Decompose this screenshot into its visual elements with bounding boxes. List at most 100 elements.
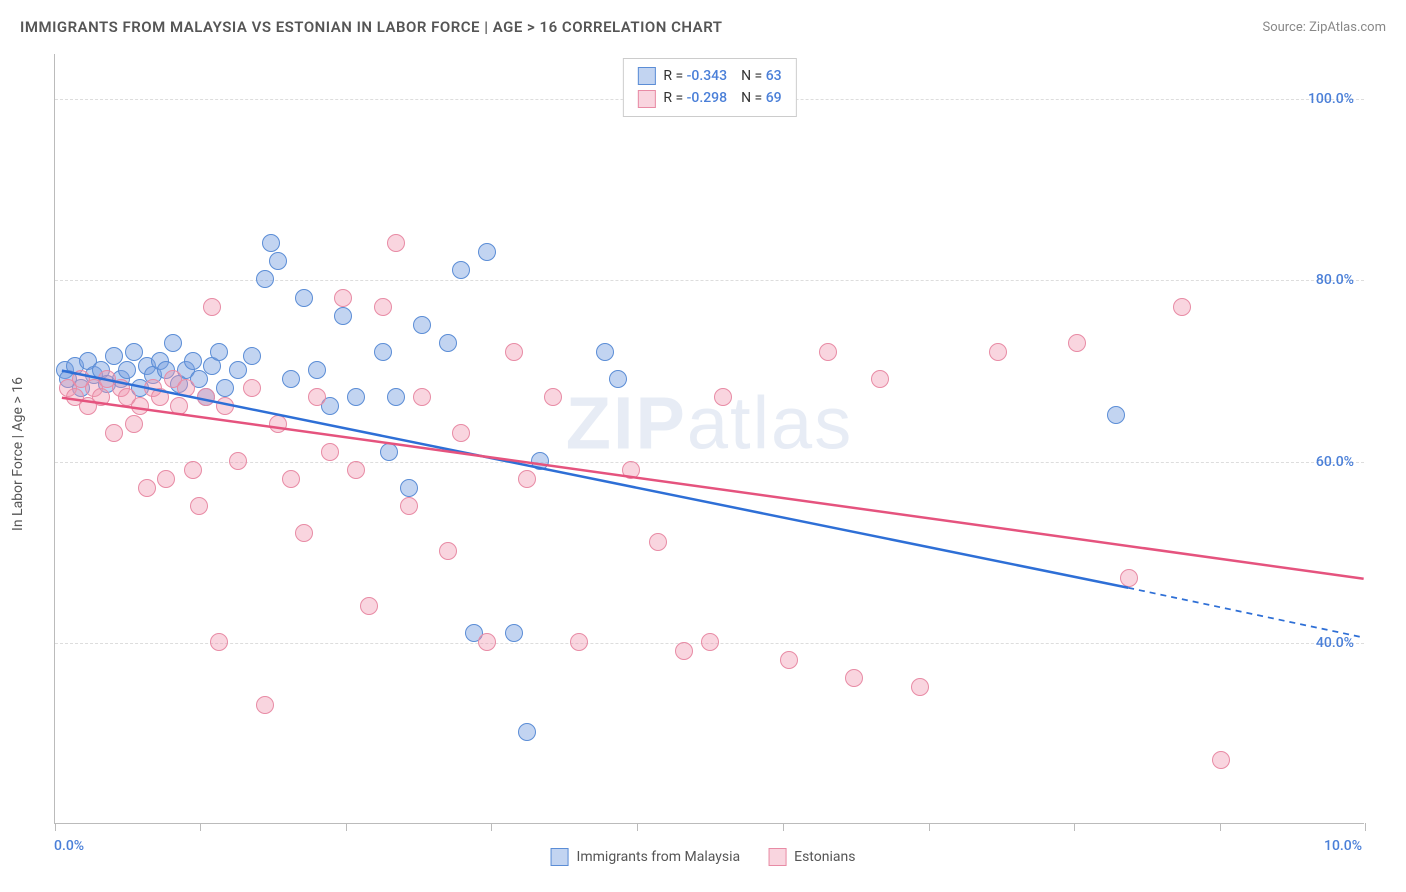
scatter-point xyxy=(374,343,392,361)
scatter-point xyxy=(374,298,392,316)
scatter-point xyxy=(269,252,287,270)
scatter-point xyxy=(1107,406,1125,424)
scatter-point xyxy=(518,723,536,741)
x-tick-label: 10.0% xyxy=(1324,838,1362,854)
scatter-point xyxy=(105,424,123,442)
legend-stats-text: R = -0.343N = 63 xyxy=(663,65,781,87)
scatter-point xyxy=(229,361,247,379)
scatter-point xyxy=(92,388,110,406)
x-tick xyxy=(1074,823,1075,831)
scatter-point xyxy=(1212,751,1230,769)
scatter-point xyxy=(452,261,470,279)
source-label: Source: ZipAtlas.com xyxy=(1262,20,1386,35)
scatter-point xyxy=(203,298,221,316)
scatter-point xyxy=(347,461,365,479)
scatter-point xyxy=(413,316,431,334)
scatter-point xyxy=(400,497,418,515)
scatter-point xyxy=(819,343,837,361)
scatter-point xyxy=(216,379,234,397)
scatter-point xyxy=(157,470,175,488)
scatter-point xyxy=(1068,334,1086,352)
legend-stats-row: R = -0.343N = 63 xyxy=(637,65,781,87)
scatter-point xyxy=(210,343,228,361)
scatter-point xyxy=(505,343,523,361)
scatter-point xyxy=(400,479,418,497)
legend-swatch xyxy=(551,848,569,866)
legend-swatch xyxy=(768,848,786,866)
scatter-point xyxy=(295,289,313,307)
scatter-point xyxy=(138,479,156,497)
legend-label: Immigrants from Malaysia xyxy=(577,849,741,865)
gridline xyxy=(55,462,1364,463)
scatter-point xyxy=(295,524,313,542)
scatter-point xyxy=(701,633,719,651)
scatter-point xyxy=(989,343,1007,361)
x-tick xyxy=(929,823,930,831)
scatter-point xyxy=(243,379,261,397)
scatter-point xyxy=(570,633,588,651)
scatter-point xyxy=(334,307,352,325)
y-axis-label: In Labor Force | Age > 16 xyxy=(10,377,26,531)
legend-stats-box: R = -0.343N = 63R = -0.298N = 69 xyxy=(622,58,796,117)
scatter-point xyxy=(380,443,398,461)
scatter-point xyxy=(118,361,136,379)
scatter-point xyxy=(413,388,431,406)
x-tick xyxy=(1220,823,1221,831)
gridline xyxy=(55,280,1364,281)
scatter-point xyxy=(177,379,195,397)
x-tick-label: 0.0% xyxy=(54,838,84,854)
scatter-point xyxy=(845,669,863,687)
scatter-point xyxy=(478,243,496,261)
scatter-point xyxy=(675,642,693,660)
y-tick-label: 60.0% xyxy=(1316,454,1354,470)
x-tick xyxy=(1365,823,1366,831)
scatter-point xyxy=(256,696,274,714)
scatter-point xyxy=(347,388,365,406)
scatter-point xyxy=(190,497,208,515)
scatter-point xyxy=(216,397,234,415)
scatter-point xyxy=(243,347,261,365)
scatter-point xyxy=(282,470,300,488)
scatter-point xyxy=(531,452,549,470)
scatter-point xyxy=(282,370,300,388)
scatter-point xyxy=(871,370,889,388)
legend-label: Estonians xyxy=(794,849,855,865)
legend-item: Immigrants from Malaysia xyxy=(551,848,741,866)
scatter-point xyxy=(387,388,405,406)
scatter-point xyxy=(256,270,274,288)
scatter-point xyxy=(505,624,523,642)
x-tick xyxy=(637,823,638,831)
scatter-point xyxy=(1173,298,1191,316)
x-tick xyxy=(346,823,347,831)
trendlines-svg xyxy=(55,54,1364,823)
scatter-point xyxy=(184,352,202,370)
y-tick-label: 80.0% xyxy=(1316,272,1354,288)
watermark: ZIPatlas xyxy=(566,381,853,466)
scatter-point xyxy=(321,443,339,461)
scatter-point xyxy=(544,388,562,406)
scatter-point xyxy=(439,334,457,352)
y-tick-label: 100.0% xyxy=(1308,91,1354,107)
legend-swatch xyxy=(637,67,655,85)
scatter-point xyxy=(649,533,667,551)
scatter-point xyxy=(334,289,352,307)
scatter-point xyxy=(1120,569,1138,587)
scatter-point xyxy=(210,633,228,651)
plot-area: ZIPatlas R = -0.343N = 63R = -0.298N = 6… xyxy=(54,54,1364,824)
y-tick-label: 40.0% xyxy=(1316,635,1354,651)
watermark-light: atlas xyxy=(687,382,853,465)
scatter-point xyxy=(911,678,929,696)
x-tick xyxy=(200,823,201,831)
scatter-point xyxy=(439,542,457,560)
scatter-point xyxy=(609,370,627,388)
scatter-point xyxy=(151,388,169,406)
scatter-point xyxy=(125,415,143,433)
scatter-point xyxy=(518,470,536,488)
legend-stats-row: R = -0.298N = 69 xyxy=(637,87,781,109)
scatter-point xyxy=(131,397,149,415)
legend-stats-text: R = -0.298N = 69 xyxy=(663,87,781,109)
scatter-point xyxy=(308,388,326,406)
chart-title: IMMIGRANTS FROM MALAYSIA VS ESTONIAN IN … xyxy=(20,18,722,36)
watermark-bold: ZIP xyxy=(566,382,687,465)
scatter-point xyxy=(164,334,182,352)
